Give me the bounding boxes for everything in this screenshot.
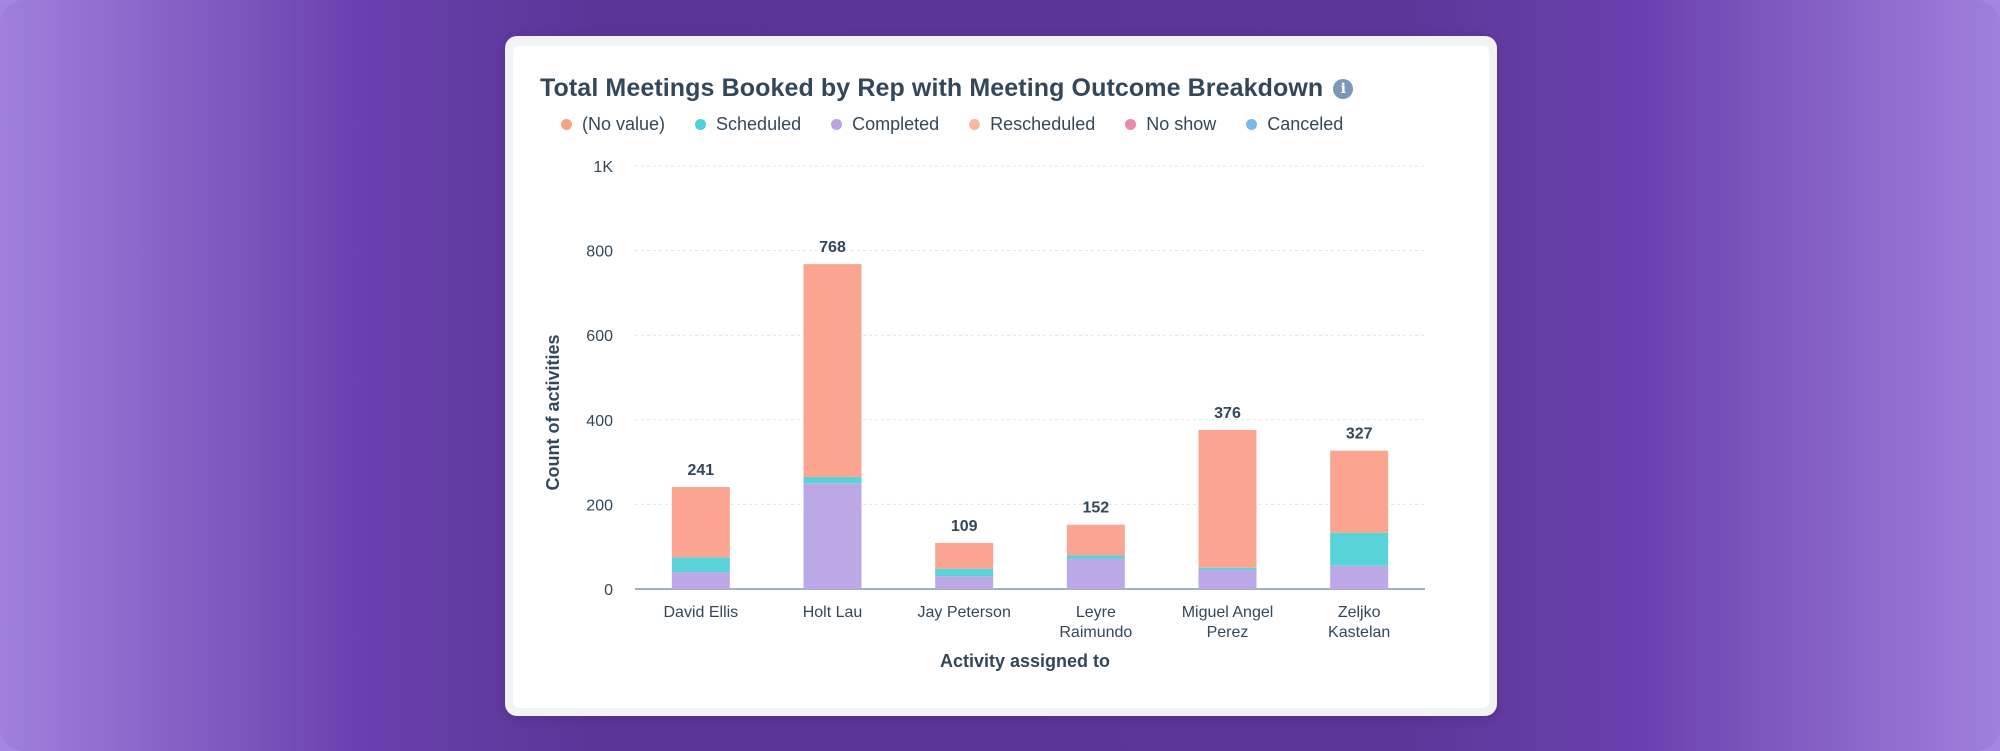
y-tick-label: 600 bbox=[586, 328, 613, 345]
y-tick-label: 1K bbox=[593, 159, 613, 176]
bar-segment-completed bbox=[1330, 565, 1389, 589]
bar-total-label: 768 bbox=[819, 239, 846, 256]
info-icon[interactable]: i bbox=[1333, 78, 1354, 99]
legend-label: (No value) bbox=[582, 114, 666, 134]
bar-segment-completed bbox=[935, 576, 994, 589]
x-tick-label: Holt Lau bbox=[803, 604, 863, 621]
bar-segment-no-value bbox=[935, 542, 994, 569]
x-axis-title: Activity assigned to bbox=[940, 651, 1110, 671]
bar-total-label: 241 bbox=[687, 462, 714, 479]
bar-total-label: 152 bbox=[1082, 500, 1109, 517]
bar-segment-completed bbox=[803, 483, 862, 589]
bar-segment-no-value bbox=[671, 487, 730, 558]
legend-item-no-value[interactable]: (No value) bbox=[561, 114, 665, 135]
bar-segment-completed bbox=[671, 572, 730, 589]
legend-label: Rescheduled bbox=[990, 114, 1096, 134]
legend-swatch bbox=[1246, 119, 1258, 130]
bar-total-label: 109 bbox=[951, 518, 978, 535]
x-tick-label: Leyre bbox=[1076, 604, 1116, 621]
legend-item-rescheduled[interactable]: Rescheduled bbox=[969, 114, 1095, 135]
bar-segment-scheduled bbox=[935, 568, 994, 577]
legend-swatch bbox=[695, 119, 707, 130]
bar-segment-no-value bbox=[1198, 429, 1257, 568]
bar-segment-scheduled bbox=[671, 557, 730, 573]
legend-swatch bbox=[969, 119, 981, 130]
legend-item-scheduled[interactable]: Scheduled bbox=[695, 114, 801, 135]
report-card-body: Total Meetings Booked by Rep with Meetin… bbox=[513, 46, 1489, 708]
legend-swatch bbox=[561, 119, 572, 130]
x-tick-label: Perez bbox=[1207, 624, 1249, 641]
y-axis-title: Count of activities bbox=[543, 334, 563, 490]
x-tick-label: Raimundo bbox=[1059, 624, 1132, 641]
legend-label: Scheduled bbox=[716, 114, 802, 134]
legend-item-no-show[interactable]: No show bbox=[1125, 114, 1216, 135]
bar-segment-scheduled bbox=[1066, 555, 1125, 559]
bar-segment-scheduled bbox=[1330, 532, 1389, 566]
bar-segment-completed bbox=[1066, 558, 1125, 589]
y-tick-label: 0 bbox=[604, 582, 613, 599]
legend-label: Completed bbox=[852, 114, 940, 134]
chart-plot: 0 200 400 600 800 1K 241 David Ellis 768 Holt Lau… bbox=[543, 159, 1425, 671]
legend-label: No show bbox=[1146, 114, 1217, 134]
x-tick-label: Jay Peterson bbox=[917, 604, 1010, 621]
chart-title: Total Meetings Booked by Rep with Meetin… bbox=[540, 74, 1354, 103]
legend-swatch bbox=[1125, 119, 1137, 130]
y-tick-label: 200 bbox=[586, 497, 613, 514]
bar-segment-completed bbox=[1198, 569, 1257, 589]
legend-item-canceled[interactable]: Canceled bbox=[1246, 114, 1343, 135]
x-tick-label: Zeljko bbox=[1338, 604, 1381, 621]
chart-legend: (No value) Scheduled Completed Rescheduled N… bbox=[561, 114, 1373, 135]
x-tick-label: David Ellis bbox=[663, 604, 738, 621]
report-card: Total Meetings Booked by Rep with Meetin… bbox=[505, 36, 1497, 716]
bar-total-label: 327 bbox=[1346, 426, 1373, 443]
legend-swatch bbox=[831, 119, 843, 130]
y-tick-label: 800 bbox=[586, 244, 613, 261]
legend-label: Canceled bbox=[1267, 114, 1344, 134]
x-tick-label: Kastelan bbox=[1328, 624, 1390, 641]
bar-segment-scheduled bbox=[1198, 567, 1257, 570]
x-tick-label: Miguel Angel bbox=[1182, 604, 1274, 621]
y-tick-label: 400 bbox=[586, 413, 613, 430]
bar-segment-scheduled bbox=[803, 476, 862, 484]
bar-segment-no-value bbox=[803, 264, 862, 477]
chart-title-text: Total Meetings Booked by Rep with Meetin… bbox=[540, 74, 1324, 102]
bar-segment-no-value bbox=[1066, 524, 1125, 556]
legend-item-completed[interactable]: Completed bbox=[831, 114, 939, 135]
bar-total-label: 376 bbox=[1214, 405, 1241, 422]
bar-segment-no-value bbox=[1330, 450, 1389, 533]
